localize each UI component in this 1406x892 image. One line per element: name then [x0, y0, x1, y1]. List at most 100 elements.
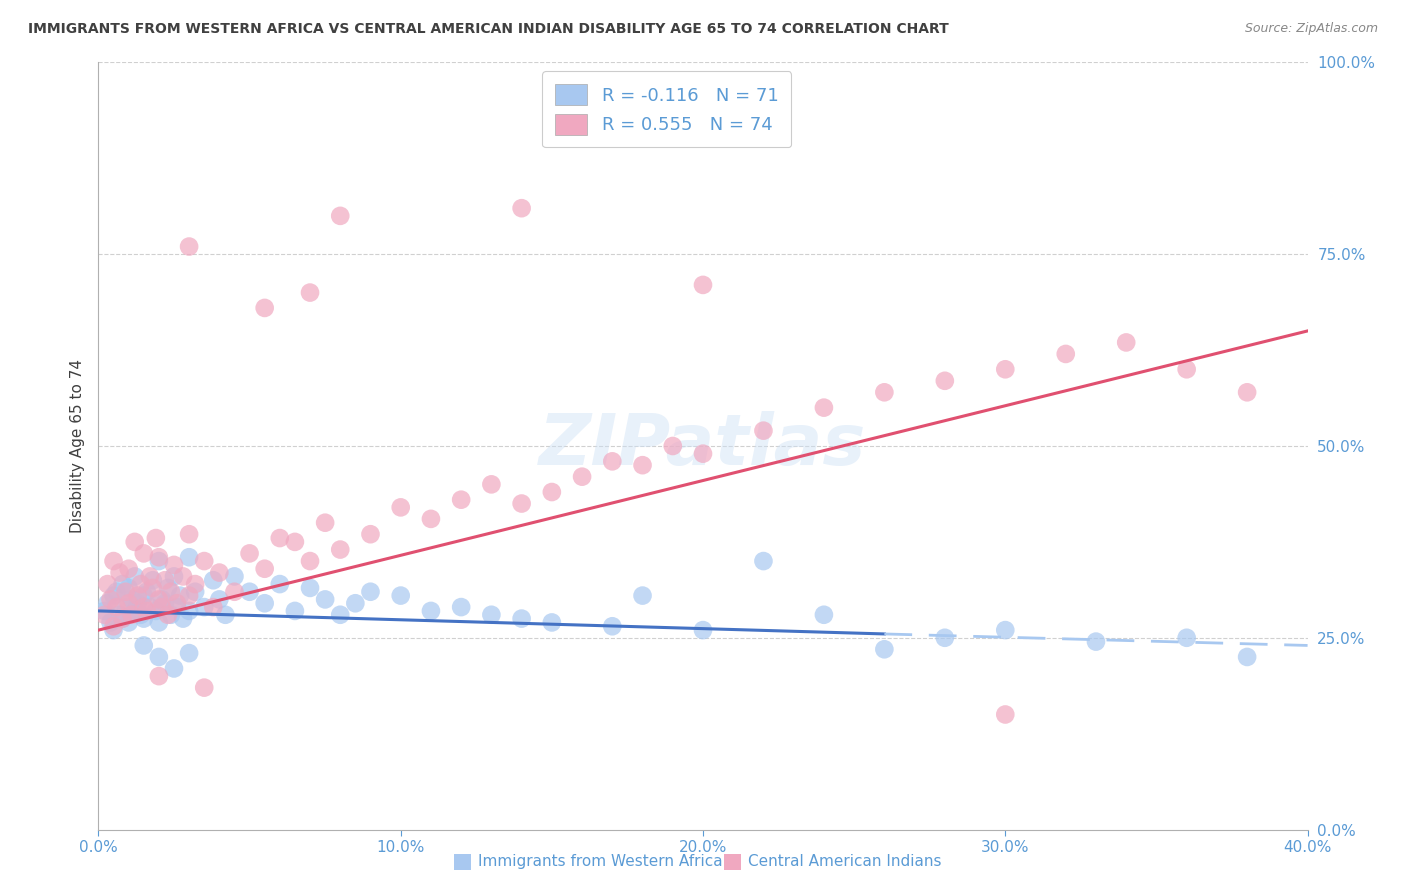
Point — [873, 385, 896, 400]
Point — [1115, 335, 1137, 350]
Point — [179, 239, 201, 253]
Point — [1236, 649, 1258, 664]
Point — [661, 439, 683, 453]
Point — [148, 550, 170, 565]
Point — [540, 615, 562, 630]
Point — [148, 649, 170, 664]
Point — [994, 362, 1017, 376]
Point — [934, 631, 956, 645]
Point — [510, 496, 533, 510]
Point — [135, 584, 157, 599]
Point — [132, 589, 155, 603]
Point — [93, 607, 115, 622]
Point — [166, 600, 188, 615]
Point — [179, 604, 201, 618]
Point — [114, 584, 136, 599]
Point — [344, 596, 367, 610]
Legend: R = -0.116   N = 71, R = 0.555   N = 74: R = -0.116 N = 71, R = 0.555 N = 74 — [543, 71, 792, 147]
Point — [142, 573, 165, 587]
Point — [148, 554, 170, 568]
Point — [284, 604, 307, 618]
Point — [420, 512, 443, 526]
Point — [169, 589, 191, 603]
Text: Source: ZipAtlas.com: Source: ZipAtlas.com — [1244, 22, 1378, 36]
Point — [118, 581, 141, 595]
Point — [145, 604, 167, 618]
Point — [510, 612, 533, 626]
Point — [214, 607, 236, 622]
Point — [111, 612, 134, 626]
Point — [179, 646, 201, 660]
Point — [299, 554, 322, 568]
Point — [118, 562, 141, 576]
Point — [873, 642, 896, 657]
Point — [602, 454, 624, 468]
Point — [994, 623, 1017, 637]
Point — [153, 573, 176, 587]
Point — [1175, 631, 1198, 645]
Point — [253, 301, 276, 315]
Point — [103, 619, 125, 633]
Point — [156, 607, 179, 622]
Point — [105, 584, 128, 599]
Point — [360, 527, 382, 541]
Point — [135, 604, 157, 618]
Point — [108, 607, 131, 622]
Point — [121, 607, 143, 622]
Point — [163, 661, 186, 675]
Point — [145, 531, 167, 545]
Point — [934, 374, 956, 388]
Point — [224, 584, 246, 599]
Point — [108, 566, 131, 580]
Point — [540, 485, 562, 500]
Point — [202, 600, 225, 615]
Point — [184, 584, 207, 599]
Point — [1175, 362, 1198, 376]
Point — [208, 592, 231, 607]
Point — [1085, 634, 1108, 648]
Point — [571, 469, 593, 483]
Point — [481, 607, 503, 622]
Point — [631, 458, 654, 473]
Point — [163, 558, 186, 572]
Point — [96, 596, 118, 610]
Point — [179, 589, 201, 603]
Point — [132, 612, 155, 626]
Point — [129, 607, 152, 622]
Point — [269, 531, 291, 545]
Y-axis label: Disability Age 65 to 74: Disability Age 65 to 74 — [69, 359, 84, 533]
Point — [172, 612, 194, 626]
Point — [481, 477, 503, 491]
Point — [139, 569, 162, 583]
Point — [269, 577, 291, 591]
Point — [160, 607, 183, 622]
Point — [510, 201, 533, 215]
Point — [299, 581, 322, 595]
Point — [752, 424, 775, 438]
Point — [132, 546, 155, 560]
Point — [692, 623, 714, 637]
Point — [284, 534, 307, 549]
Point — [121, 592, 143, 607]
Point — [1236, 385, 1258, 400]
Point — [420, 604, 443, 618]
Point — [193, 681, 215, 695]
Point — [314, 592, 336, 607]
Point — [114, 600, 136, 615]
Point — [105, 600, 128, 615]
Point — [103, 623, 125, 637]
Point — [111, 577, 134, 591]
Point — [142, 581, 165, 595]
Point — [129, 577, 152, 591]
Point — [160, 584, 183, 599]
Text: IMMIGRANTS FROM WESTERN AFRICA VS CENTRAL AMERICAN INDIAN DISABILITY AGE 65 TO 7: IMMIGRANTS FROM WESTERN AFRICA VS CENTRA… — [28, 22, 949, 37]
Point — [360, 584, 382, 599]
Point — [329, 542, 352, 557]
Point — [224, 569, 246, 583]
Point — [132, 600, 155, 615]
Point — [389, 589, 412, 603]
Point — [124, 569, 146, 583]
Point — [156, 581, 179, 595]
Point — [193, 554, 215, 568]
Point — [752, 554, 775, 568]
